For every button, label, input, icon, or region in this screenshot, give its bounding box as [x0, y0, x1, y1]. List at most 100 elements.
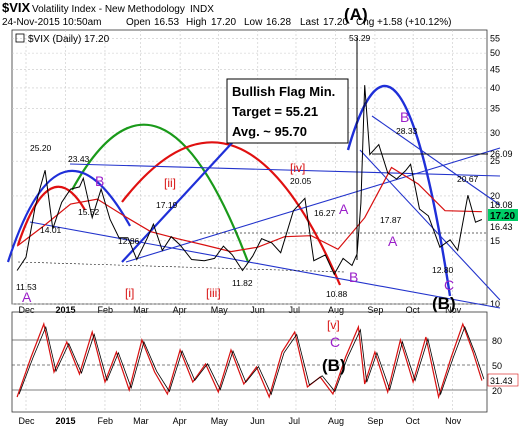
last-value: 17.20	[323, 17, 348, 28]
value-label: 23.43	[68, 154, 90, 164]
y-tick-label: 50	[490, 48, 500, 58]
osc-tick-80: 80	[492, 336, 502, 346]
oscillator-panel	[11, 311, 488, 413]
x-tick-label: Mar	[133, 305, 149, 315]
value-label: 20.05	[290, 176, 312, 186]
osc-x-tick-label: Jun	[250, 416, 265, 426]
wave-label-a: A	[339, 201, 349, 217]
wave-label-big-a: (A)	[344, 5, 368, 24]
value-label: 12.80	[432, 265, 454, 275]
last-label: Last	[300, 17, 319, 28]
osc-x-tick-label: Apr	[173, 416, 187, 426]
osc-last-tag: 31.43	[490, 376, 513, 386]
blue-cycle-arc-left	[6, 169, 131, 263]
value-label: 11.82	[232, 278, 253, 288]
osc-label-c: C	[330, 334, 340, 350]
value-label: 17.87	[380, 215, 402, 225]
y-tick-label: 30	[490, 128, 500, 138]
price-legend: $VIX (Daily) 17.20	[15, 33, 110, 45]
x-tick-label: Dec	[19, 305, 36, 315]
price-tags: 26.09 18.08 17.20 16.43	[488, 149, 518, 232]
osc-x-tick-label: Mar	[133, 416, 149, 426]
wave-label-b: B	[349, 269, 358, 285]
value-label: 17.19	[156, 200, 178, 210]
value-label: 10.88	[326, 289, 348, 299]
analysis-overlays	[6, 85, 501, 309]
open-label: Open	[126, 17, 150, 28]
legend-label: $VIX (Daily) 17.20	[28, 34, 110, 45]
x-tick-label: Apr	[173, 305, 187, 315]
x-tick-label: Aug	[328, 305, 344, 315]
value-label: 15.52	[78, 207, 100, 217]
osc-x-tick-label: Jul	[288, 416, 300, 426]
price-x-axis: Dec 2015 Feb Mar Apr May Jun Jul Aug Sep Oct Nov	[19, 305, 462, 315]
flag-lower-line	[359, 149, 501, 301]
price-tag-16: 16.43	[490, 222, 513, 232]
upper-trendline	[125, 147, 501, 263]
green-cycle-arc	[71, 123, 250, 263]
osc-tick-50: 50	[492, 361, 502, 371]
price-tag-last: 17.20	[490, 211, 515, 222]
value-label: 12.86	[118, 236, 140, 246]
value-label: 14.01	[40, 225, 62, 235]
wave-label-big-b: (B)	[432, 294, 456, 313]
x-tick-label: Feb	[97, 305, 113, 315]
y-tick-label: 25	[490, 156, 500, 166]
annotation-line-3: Avg. ~ 95.70	[232, 124, 307, 139]
osc-bracket-labels: [v] C (B)	[322, 318, 346, 375]
price-line	[16, 85, 483, 276]
flag-upper-line	[371, 115, 501, 206]
x-tick-label: May	[211, 305, 229, 315]
x-tick-label: Oct	[406, 305, 421, 315]
lower-trendline	[29, 221, 501, 309]
wave-label-a: A	[388, 233, 398, 249]
osc-x-tick-label: Sep	[367, 416, 383, 426]
osc-x-tick-label: Feb	[97, 416, 113, 426]
x-tick-label: Jul	[288, 305, 300, 315]
osc-tick-20: 20	[492, 386, 502, 396]
wave-label-a: A	[22, 289, 32, 305]
value-label: 20.67	[457, 174, 479, 184]
y-tick-label: 35	[490, 104, 500, 114]
chart-exchange: INDX	[190, 4, 214, 15]
annotation-box-frame	[226, 78, 349, 144]
wave-labels: B A A B B A C [ii] [i] [iii] [iv] (A) (B…	[22, 5, 456, 313]
y-tick-label: 15	[490, 236, 500, 246]
osc-x-tick-label: Oct	[406, 416, 421, 426]
wave-label-b: B	[400, 109, 409, 125]
value-labels: 25.20 23.43 15.52 14.01 11.53 12.86 17.1…	[16, 33, 479, 299]
oscillator-line	[16, 321, 483, 400]
red-cycle-arc	[121, 141, 342, 286]
y-tick-label: 45	[490, 65, 500, 75]
chart-index-name: Volatility Index - New Methodology	[32, 4, 185, 15]
price-tag-last-bg	[488, 209, 518, 221]
price-x-gridlines	[25, 30, 453, 304]
low-value: 16.28	[266, 17, 291, 28]
value-label: 25.20	[30, 143, 52, 153]
osc-label-big-b: (B)	[322, 356, 346, 375]
y-tick-label: 20	[490, 191, 500, 201]
legend-swatch	[15, 33, 25, 43]
red-cycle-arc-left	[16, 185, 86, 246]
chg-label: Chg	[356, 17, 374, 28]
value-label: 16.27	[314, 208, 336, 218]
wave-label-b: B	[95, 173, 104, 189]
y-tick-label: 55	[490, 33, 500, 43]
y-tick-label: 40	[490, 83, 500, 93]
chart-date: 24-Nov-2015 10:50am	[2, 17, 102, 28]
osc-x-tick-label: Nov	[445, 416, 462, 426]
low-label: Low	[244, 17, 263, 28]
x-tick-label: Nov	[445, 305, 462, 315]
oscillator-signal-line	[18, 325, 485, 396]
wave-label-ii: [ii]	[164, 176, 176, 190]
x-tick-label: 2015	[55, 305, 75, 315]
chart-symbol: $VIX	[2, 0, 31, 15]
level-12-low	[17, 261, 346, 273]
wave-label-iii: [iii]	[206, 286, 221, 300]
annotation-line-2: Target = 55.21	[232, 104, 318, 119]
oscillator-x-axis: Dec 2015 Feb Mar Apr May Jun Jul Aug Sep Oct Nov	[19, 416, 462, 426]
price-tag-26: 26.09	[490, 149, 513, 159]
value-label: 11.53	[16, 282, 37, 292]
wave-label-i: [i]	[125, 286, 134, 300]
